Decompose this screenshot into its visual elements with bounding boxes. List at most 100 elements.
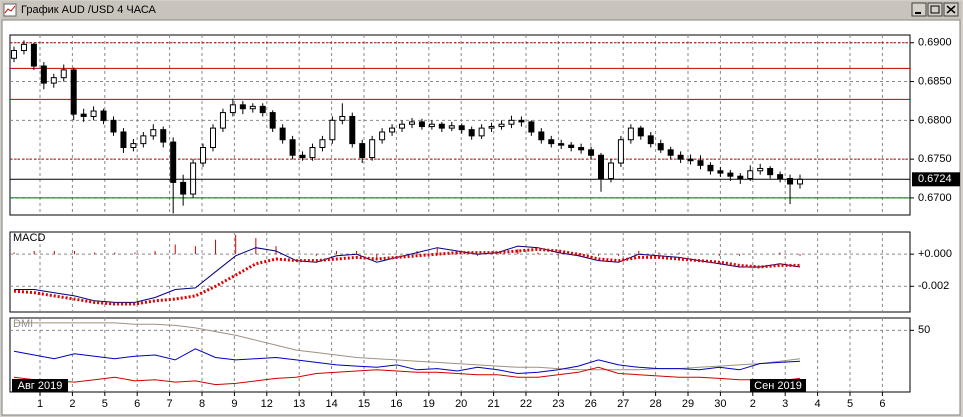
x-tick-label: 27 <box>617 398 629 410</box>
candle-body <box>100 110 107 121</box>
candle-body <box>90 110 97 117</box>
last-price-label: 0.6724 <box>918 173 952 185</box>
candle-body <box>279 127 286 141</box>
candle-body <box>588 149 595 156</box>
candle-body <box>110 119 117 133</box>
candle-body <box>219 112 226 129</box>
candle-body <box>727 172 734 177</box>
candle-body <box>170 141 177 183</box>
x-tick-label: 30 <box>714 398 726 410</box>
candle-body <box>369 139 376 159</box>
x-tick-label: 21 <box>487 398 499 410</box>
minimize-button[interactable] <box>911 2 927 17</box>
candle-body <box>120 131 127 148</box>
candle-body <box>389 127 396 133</box>
candle-body <box>418 121 425 128</box>
x-tick-label: 13 <box>293 398 305 410</box>
candle-body <box>528 121 535 133</box>
x-tick-label: 19 <box>423 398 435 410</box>
candle-body <box>518 119 525 123</box>
candle-body <box>448 125 455 129</box>
candle-body <box>627 127 634 141</box>
candle-body <box>578 147 585 151</box>
last-price-box <box>912 172 960 187</box>
candle-body <box>200 147 207 164</box>
maximize-icon <box>930 5 940 14</box>
panel-title: MACD <box>13 232 45 244</box>
y-tick-label: 0.6900 <box>918 37 952 49</box>
window-title: График AUD /USD 4 ЧАСА <box>21 4 157 16</box>
candle-body <box>259 105 266 114</box>
month-box <box>750 379 806 392</box>
candle-body <box>737 175 744 180</box>
candle-body <box>797 178 803 185</box>
y-tick-label: +0.000 <box>918 248 952 260</box>
candle-body <box>478 127 485 137</box>
x-tick-label: 9 <box>231 398 237 410</box>
candle-body <box>408 121 415 125</box>
indicator-line <box>13 348 801 375</box>
panel-frame <box>9 34 911 216</box>
candle-body <box>130 143 137 149</box>
candle-body <box>30 43 37 67</box>
window-buttons[interactable] <box>911 2 959 17</box>
candle-body <box>548 139 555 145</box>
title-bar <box>1 1 962 19</box>
candle-body <box>209 127 216 149</box>
candle-body <box>60 69 67 79</box>
indicator-line <box>13 366 801 386</box>
candle-body <box>777 174 784 180</box>
candle-body <box>349 115 356 145</box>
x-tick-label: 5 <box>847 398 853 410</box>
candle-body <box>309 147 316 159</box>
candle-body <box>70 69 77 115</box>
candle-body <box>150 129 157 137</box>
candle-body <box>438 123 445 129</box>
candle-body <box>538 131 545 141</box>
candle-body <box>11 50 17 59</box>
candle-body <box>180 181 187 195</box>
x-tick-label: 2 <box>69 398 75 410</box>
maximize-button[interactable] <box>927 2 943 17</box>
candle-body <box>468 129 475 137</box>
candle-body <box>289 139 296 156</box>
y-tick-label: 0.6750 <box>918 153 952 165</box>
candle-body <box>329 119 336 141</box>
candle-body <box>50 77 57 84</box>
candle-body <box>190 162 197 195</box>
candle-body <box>717 170 724 174</box>
y-tick-label: 0.6850 <box>918 75 952 87</box>
candle-body <box>697 160 704 166</box>
month-label: Авг 2019 <box>18 380 63 392</box>
candle-body <box>319 139 326 148</box>
candle-body <box>558 143 565 146</box>
x-tick-label: 28 <box>649 398 661 410</box>
candle-body <box>160 129 167 143</box>
x-tick-label: 22 <box>520 398 532 410</box>
candle-body <box>269 112 276 129</box>
candle-body <box>677 154 684 160</box>
candle-body <box>379 131 386 141</box>
x-tick-label: 26 <box>585 398 597 410</box>
candle-body <box>568 144 575 148</box>
indicator-line <box>13 247 800 306</box>
x-tick-label: 23 <box>552 398 564 410</box>
candle-body <box>140 135 147 145</box>
x-tick-label: 4 <box>815 398 821 410</box>
candle-body <box>647 135 654 145</box>
x-tick-label: 6 <box>879 398 885 410</box>
candle-body <box>747 170 754 180</box>
candle-body <box>80 113 87 117</box>
x-tick-label: 15 <box>358 398 370 410</box>
candle-body <box>637 127 644 137</box>
candle-body <box>20 43 27 52</box>
candle-body <box>229 104 236 114</box>
candle-body <box>757 167 764 172</box>
x-tick-label: 20 <box>455 398 467 410</box>
indicator-line <box>14 245 801 303</box>
month-label: Сен 2019 <box>754 380 802 392</box>
window-icon-line <box>4 5 16 14</box>
candle-body <box>40 65 47 84</box>
